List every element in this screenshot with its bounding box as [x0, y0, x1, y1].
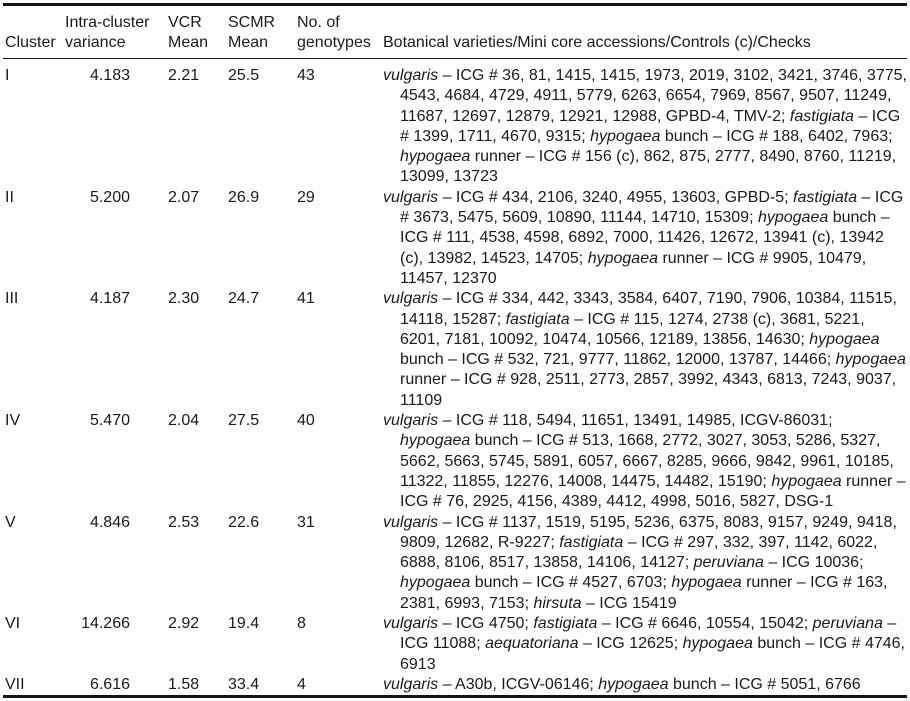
table-row: VII 6.616 1.58 33.4 4 vulgaris – A30b, ICGV-0…	[3, 675, 907, 697]
scmr-mean-cell: 27.5	[228, 412, 260, 430]
botanical-variety-name: hirsuta	[533, 594, 582, 612]
vcr-mean-cell: 2.53	[168, 513, 200, 531]
botanical-variety-name: vulgaris	[383, 290, 439, 308]
intra-cluster-variance-cell: 6.616	[89, 675, 130, 693]
botanical-variety-name: hypogaea	[587, 249, 658, 267]
botanical-variety-name: vulgaris	[383, 675, 439, 693]
intra-cluster-variance-cell: 14.266	[81, 615, 130, 633]
no-of-genotypes-cell: 8	[297, 615, 306, 633]
table-row: I 4.183 2.21 25.5 43 vulgaris – ICG # 36, 81,…	[3, 59, 907, 188]
botanical-varieties-cell: vulgaris – ICG # 118, 5494, 11651, 13491…	[383, 412, 906, 511]
intra-cluster-variance-cell: 4.187	[89, 290, 130, 308]
botanical-varieties-cell: vulgaris – ICG # 434, 2106, 3240, 4955, …	[383, 188, 904, 287]
table-row: VI 14.266 2.92 19.4 8 vulgaris – ICG 4750; fa…	[3, 614, 907, 675]
botanical-varieties-cell: vulgaris – ICG # 334, 442, 3343, 3584, 6…	[383, 290, 906, 409]
vcr-mean-cell: 2.07	[168, 188, 200, 206]
botanical-variety-name: hypogaea	[400, 432, 471, 450]
botanical-variety-name: fastigiata	[533, 615, 598, 633]
no-of-genotypes-cell: 43	[297, 67, 315, 84]
paper-table-page: Cluster Intra-cluster variance VCR Mean …	[0, 3, 910, 701]
vcr-mean-cell: 2.92	[168, 615, 200, 633]
table-row: III 4.187 2.30 24.7 41 vulgaris – ICG # 334, …	[3, 289, 907, 411]
intra-cluster-variance-cell: 4.183	[89, 67, 130, 84]
botanical-variety-name: vulgaris	[383, 412, 439, 430]
botanical-variety-name: vulgaris	[383, 615, 439, 633]
botanical-variety-name: vulgaris	[383, 513, 439, 531]
vcr-mean-cell: 2.30	[168, 290, 200, 308]
col-header-intra-cluster-variance: Intra-cluster variance	[65, 4, 168, 59]
no-of-genotypes-cell: 31	[297, 513, 315, 531]
col-header-botanical-varieties: Botanical varieties/Mini core accessions…	[383, 4, 907, 59]
botanical-variety-name: hypogaea	[771, 472, 842, 490]
cluster-cell: III	[5, 290, 19, 308]
cluster-cell: VII	[5, 675, 25, 693]
col-header-vcr-mean: VCR Mean	[168, 4, 228, 59]
cluster-cell: V	[5, 513, 16, 531]
table-body: I 4.183 2.21 25.5 43 vulgaris – ICG # 36, 81,…	[3, 59, 907, 697]
scmr-mean-cell: 19.4	[228, 615, 260, 633]
cluster-cell: II	[5, 188, 14, 206]
no-of-genotypes-cell: 4	[297, 675, 306, 693]
botanical-variety-name: hypogaea	[400, 148, 471, 166]
table-row: II 5.200 2.07 26.9 29 vulgaris – ICG # 434, 2…	[3, 188, 907, 289]
botanical-varieties-cell: vulgaris – ICG # 36, 81, 1415, 1415, 197…	[383, 67, 907, 186]
botanical-variety-name: peruviana	[812, 615, 883, 633]
botanical-variety-name: fastigiata	[505, 310, 570, 328]
no-of-genotypes-cell: 40	[297, 412, 315, 430]
header-row: Cluster Intra-cluster variance VCR Mean …	[3, 4, 907, 59]
scmr-mean-cell: 25.5	[228, 67, 260, 84]
botanical-variety-name: hypogaea	[400, 574, 471, 592]
botanical-variety-name: hypogaea	[809, 330, 880, 348]
botanical-variety-name: peruviana	[693, 554, 764, 572]
botanical-variety-name: fastigiata	[793, 188, 858, 206]
no-of-genotypes-cell: 29	[297, 188, 315, 206]
botanical-variety-name: hypogaea	[671, 574, 742, 592]
botanical-variety-name: fastigiata	[789, 107, 854, 125]
botanical-variety-name: vulgaris	[383, 188, 439, 206]
botanical-varieties-cell: vulgaris – A30b, ICGV-06146; hypogaea bu…	[383, 675, 861, 693]
botanical-variety-name: aequatoriana	[485, 635, 579, 653]
scmr-mean-cell: 24.7	[228, 290, 260, 308]
botanical-variety-name: vulgaris	[383, 67, 439, 84]
vcr-mean-cell: 1.58	[168, 675, 200, 693]
intra-cluster-variance-cell: 5.200	[89, 188, 130, 206]
no-of-genotypes-cell: 41	[297, 290, 315, 308]
col-header-scmr-mean: SCMR Mean	[228, 4, 297, 59]
vcr-mean-cell: 2.04	[168, 412, 200, 430]
vcr-mean-cell: 2.21	[168, 67, 200, 84]
botanical-variety-name: hypogaea	[590, 127, 661, 145]
cluster-summary-table: Cluster Intra-cluster variance VCR Mean …	[3, 3, 907, 699]
cluster-cell: IV	[5, 412, 21, 430]
botanical-variety-name: hypogaea	[682, 635, 753, 653]
col-header-cluster: Cluster	[3, 4, 65, 59]
intra-cluster-variance-cell: 4.846	[89, 513, 130, 531]
scmr-mean-cell: 33.4	[228, 675, 260, 693]
botanical-varieties-cell: vulgaris – ICG 4750; fastigiata – ICG # …	[383, 615, 905, 673]
botanical-variety-name: hypogaea	[598, 675, 669, 693]
botanical-variety-name: hypogaea	[757, 209, 829, 227]
table-row: V 4.846 2.53 22.6 31 vulgaris – ICG # 1137, 1…	[3, 513, 907, 614]
botanical-variety-name: hypogaea	[835, 351, 906, 369]
cluster-cell: VI	[5, 615, 21, 633]
intra-cluster-variance-cell: 5.470	[89, 412, 130, 430]
scmr-mean-cell: 22.6	[228, 513, 260, 531]
botanical-variety-name: fastigiata	[559, 533, 624, 551]
botanical-varieties-cell: vulgaris – ICG # 1137, 1519, 5195, 5236,…	[383, 513, 897, 612]
col-header-no-of-genotypes: No. of genotypes	[297, 4, 383, 59]
table-header: Cluster Intra-cluster variance VCR Mean …	[3, 4, 907, 59]
cluster-cell: I	[5, 67, 10, 84]
table-row: IV 5.470 2.04 27.5 40 vulgaris – ICG # 118, 5…	[3, 411, 907, 512]
scmr-mean-cell: 26.9	[228, 188, 260, 206]
